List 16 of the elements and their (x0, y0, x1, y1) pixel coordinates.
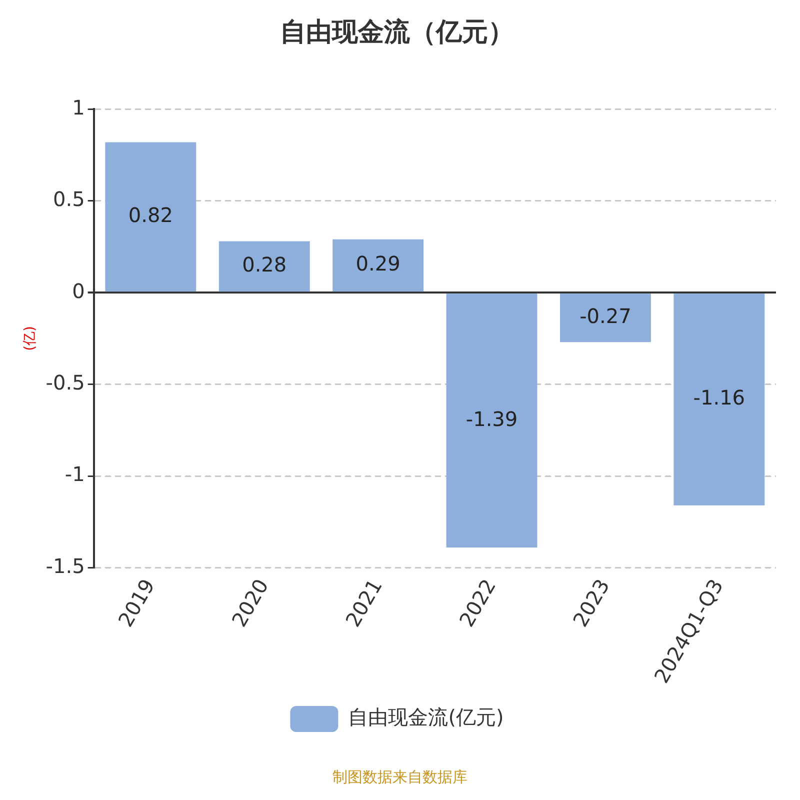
chart-title: 自由现金流（亿元） (280, 17, 514, 48)
data-label: 0.29 (356, 252, 400, 276)
text: 制图数据来自数据库 (332, 768, 468, 786)
y-tick-label: 1 (72, 95, 85, 120)
legend-label: 自由现金流(亿元) (348, 705, 504, 730)
data-label: -0.27 (580, 304, 632, 328)
data-label: -1.16 (693, 386, 746, 410)
data-label: 0.82 (128, 203, 173, 228)
data-label: -1.39 (466, 406, 518, 431)
y-tick-label: 0.5 (53, 187, 85, 212)
y-tick-label: 0 (72, 278, 85, 303)
y-axis-title: (亿) (22, 326, 38, 351)
y-tick-label: -1.5 (46, 554, 85, 578)
y-tick-label: -1 (64, 462, 85, 486)
y-tick-label: -0.5 (46, 370, 85, 395)
data-label: 0.28 (242, 252, 287, 277)
